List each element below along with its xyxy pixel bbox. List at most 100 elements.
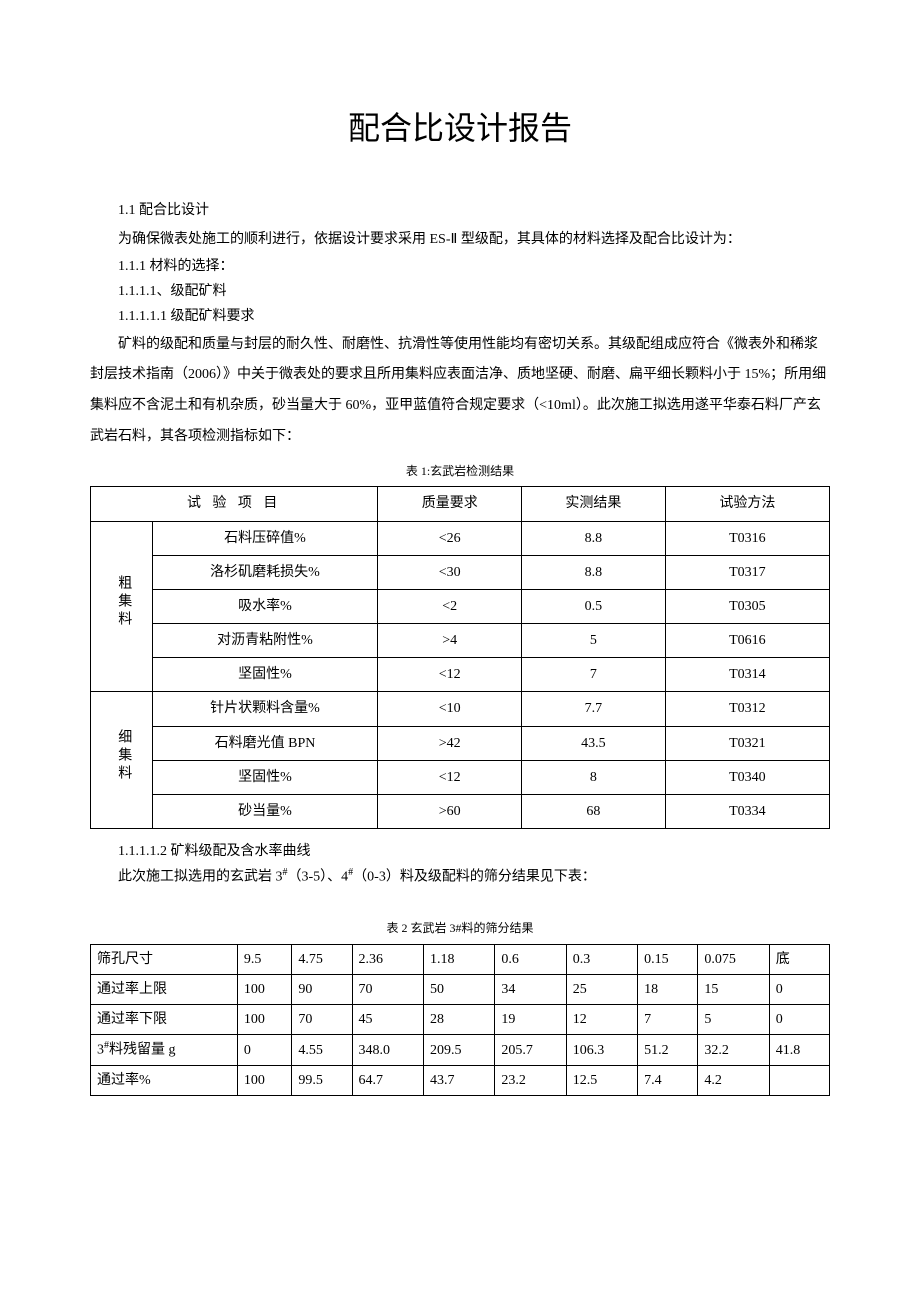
cell: 4.75 <box>292 944 352 974</box>
cell: 8 <box>522 760 666 794</box>
cell: 12.5 <box>566 1066 637 1096</box>
table1-group1-label: 粗集料 <box>91 521 153 692</box>
cell: 坚固性% <box>152 760 378 794</box>
cell: 0 <box>769 975 829 1005</box>
cell: 通过率下限 <box>91 1005 238 1035</box>
table2-header-row: 筛孔尺寸 9.5 4.75 2.36 1.18 0.6 0.3 0.15 0.0… <box>91 944 830 974</box>
cell: 0.6 <box>495 944 566 974</box>
heading-1-1-1-1-1: 1.1.1.1.1 级配矿料要求 <box>90 304 830 329</box>
table-row: 吸水率% <2 0.5 T0305 <box>91 589 830 623</box>
cell: 坚固性% <box>152 658 378 692</box>
cell: T0314 <box>665 658 829 692</box>
table-basalt-test-results: 试 验 项 目 质量要求 实测结果 试验方法 粗集料 石料压碎值% <26 8.… <box>90 486 830 829</box>
cell: 8.8 <box>522 555 666 589</box>
cell <box>769 1066 829 1096</box>
cell: 0 <box>237 1035 292 1066</box>
cell: 100 <box>237 1005 292 1035</box>
table-row: 通过率% 100 99.5 64.7 43.7 23.2 12.5 7.4 4.… <box>91 1066 830 1096</box>
cell: >60 <box>378 795 522 829</box>
table-row: 通过率上限 100 90 70 50 34 25 18 15 0 <box>91 975 830 1005</box>
cell: T0334 <box>665 795 829 829</box>
cell: 100 <box>237 1066 292 1096</box>
cell: 28 <box>423 1005 494 1035</box>
cell: 5 <box>522 624 666 658</box>
cell: <10 <box>378 692 522 726</box>
cell: 70 <box>292 1005 352 1035</box>
cell: >4 <box>378 624 522 658</box>
cell: 205.7 <box>495 1035 566 1066</box>
table-row: 坚固性% <12 7 T0314 <box>91 658 830 692</box>
cell: 12 <box>566 1005 637 1035</box>
cell: 25 <box>566 975 637 1005</box>
cell: 50 <box>423 975 494 1005</box>
table1-group2-label: 细集料 <box>91 692 153 829</box>
cell: 1.18 <box>423 944 494 974</box>
table-sieve-results: 筛孔尺寸 9.5 4.75 2.36 1.18 0.6 0.3 0.15 0.0… <box>90 944 830 1097</box>
cell: >42 <box>378 726 522 760</box>
table-row: 粗集料 石料压碎值% <26 8.8 T0316 <box>91 521 830 555</box>
cell: 对沥青粘附性% <box>152 624 378 658</box>
cell: 2.36 <box>352 944 423 974</box>
cell: 0.3 <box>566 944 637 974</box>
table-row: 3#料残留量 g 0 4.55 348.0 209.5 205.7 106.3 … <box>91 1035 830 1066</box>
table1-header-method: 试验方法 <box>665 487 829 521</box>
body-paragraph: 矿料的级配和质量与封层的耐久性、耐磨性、抗滑性等使用性能均有密切关系。其级配组成… <box>90 330 830 453</box>
cell: 吸水率% <box>152 589 378 623</box>
cell: 0.075 <box>698 944 769 974</box>
table-row: 洛杉矶磨耗损失% <30 8.8 T0317 <box>91 555 830 589</box>
table1-header-req: 质量要求 <box>378 487 522 521</box>
table-row: 砂当量% >60 68 T0334 <box>91 795 830 829</box>
cell: 68 <box>522 795 666 829</box>
cell: T0340 <box>665 760 829 794</box>
cell: 石料磨光值 BPN <box>152 726 378 760</box>
cell: <2 <box>378 589 522 623</box>
cell: 32.2 <box>698 1035 769 1066</box>
cell: T0312 <box>665 692 829 726</box>
cell: 45 <box>352 1005 423 1035</box>
cell: 洛杉矶磨耗损失% <box>152 555 378 589</box>
cell: T0305 <box>665 589 829 623</box>
cell: 18 <box>638 975 698 1005</box>
cell: 0.15 <box>638 944 698 974</box>
cell: 7 <box>522 658 666 692</box>
cell: T0321 <box>665 726 829 760</box>
table-row: 坚固性% <12 8 T0340 <box>91 760 830 794</box>
cell: T0317 <box>665 555 829 589</box>
cell: 筛孔尺寸 <box>91 944 238 974</box>
cell: <12 <box>378 760 522 794</box>
table-row: 通过率下限 100 70 45 28 19 12 7 5 0 <box>91 1005 830 1035</box>
cell: 9.5 <box>237 944 292 974</box>
heading-1-1-1-1: 1.1.1.1、级配矿料 <box>90 279 830 304</box>
cell: 4.2 <box>698 1066 769 1096</box>
cell: 41.8 <box>769 1035 829 1066</box>
section-1-1-heading: 1.1 配合比设计 <box>90 198 830 223</box>
cell: 通过率% <box>91 1066 238 1096</box>
cell: 19 <box>495 1005 566 1035</box>
cell: 底 <box>769 944 829 974</box>
cell: 8.8 <box>522 521 666 555</box>
cell: <30 <box>378 555 522 589</box>
cell: 5 <box>698 1005 769 1035</box>
table1-caption: 表 1:玄武岩检测结果 <box>90 461 830 483</box>
intro-paragraph: 为确保微表处施工的顺利进行，依据设计要求采用 ES-Ⅱ 型级配，其具体的材料选择… <box>90 227 830 252</box>
page-title: 配合比设计报告 <box>90 100 830 158</box>
table1-header-result: 实测结果 <box>522 487 666 521</box>
cell: 砂当量% <box>152 795 378 829</box>
cell: 99.5 <box>292 1066 352 1096</box>
cell: 7.7 <box>522 692 666 726</box>
table1-header-row: 试 验 项 目 质量要求 实测结果 试验方法 <box>91 487 830 521</box>
cell: 7.4 <box>638 1066 698 1096</box>
cell: 3#料残留量 g <box>91 1035 238 1066</box>
cell: 51.2 <box>638 1035 698 1066</box>
cell: 针片状颗料含量% <box>152 692 378 726</box>
cell: 0 <box>769 1005 829 1035</box>
cell: 209.5 <box>423 1035 494 1066</box>
cell: 70 <box>352 975 423 1005</box>
cell: 4.55 <box>292 1035 352 1066</box>
table-row: 石料磨光值 BPN >42 43.5 T0321 <box>91 726 830 760</box>
table1-header-item: 试 验 项 目 <box>91 487 378 521</box>
cell: 64.7 <box>352 1066 423 1096</box>
cell: 43.7 <box>423 1066 494 1096</box>
cell: 通过率上限 <box>91 975 238 1005</box>
cell: 43.5 <box>522 726 666 760</box>
